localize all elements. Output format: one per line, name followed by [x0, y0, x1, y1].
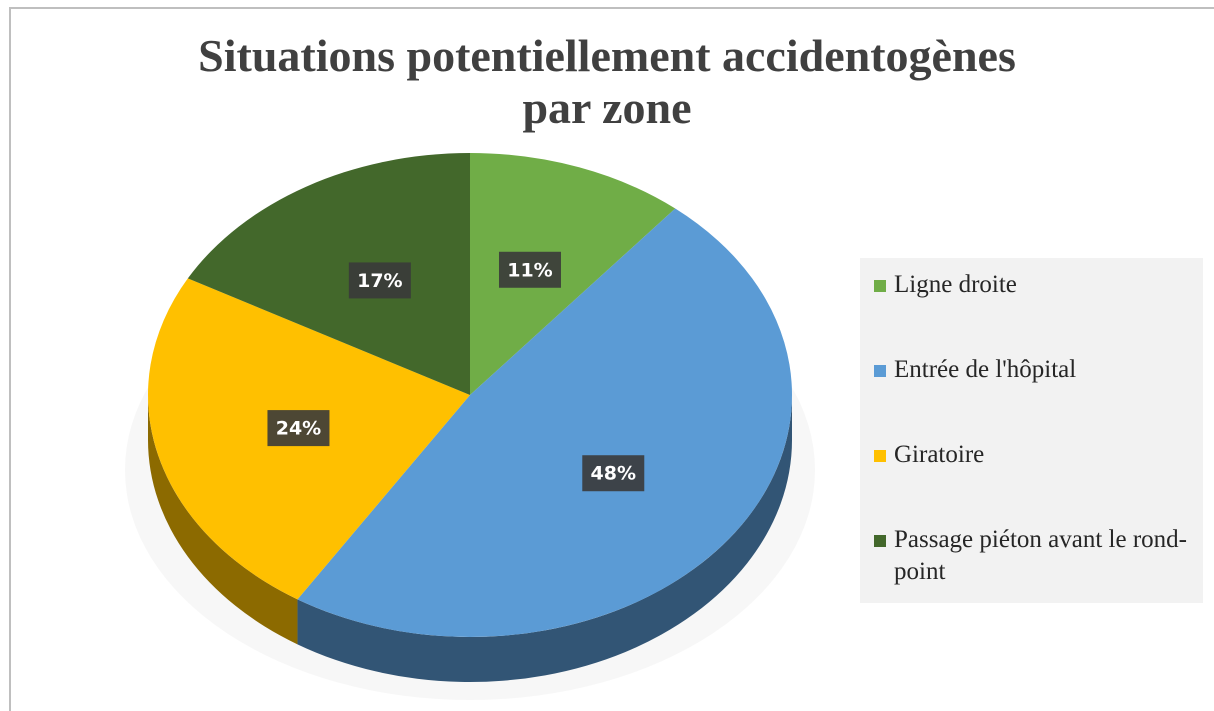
- data-label-box: [348, 262, 411, 299]
- data-label-box: [582, 455, 645, 492]
- data-label-box: [267, 410, 330, 447]
- frame-border: [9, 7, 1214, 711]
- legend-label: Giratoire: [894, 441, 985, 468]
- slice: [470, 153, 676, 395]
- data-label: 17%: [357, 270, 402, 292]
- legend-swatch: [874, 450, 886, 462]
- legend-swatch: [874, 280, 886, 292]
- slice-top: [470, 153, 676, 395]
- slice: [187, 153, 470, 395]
- data-label: 48%: [591, 463, 636, 485]
- slice-side: [148, 395, 298, 645]
- legend-label: Ligne droite: [894, 271, 1017, 298]
- slice: [297, 208, 792, 682]
- data-label-box: [498, 251, 561, 288]
- legend: Ligne droite Entrée de l'hôpital Giratoire…: [860, 258, 1203, 603]
- legend-swatch: [874, 365, 886, 377]
- legend-label: Passage piéton avant le rond-point: [894, 526, 1187, 585]
- slice-top: [187, 153, 470, 395]
- chart-title: Situations potentiellement accidentogène…: [198, 30, 1016, 133]
- legend-swatch: [874, 535, 886, 547]
- legend-label: Entrée de l'hôpital: [894, 356, 1077, 383]
- slice-top: [297, 208, 792, 637]
- slice-side: [297, 395, 792, 682]
- data-label: 24%: [276, 418, 321, 440]
- data-label: 11%: [507, 259, 552, 281]
